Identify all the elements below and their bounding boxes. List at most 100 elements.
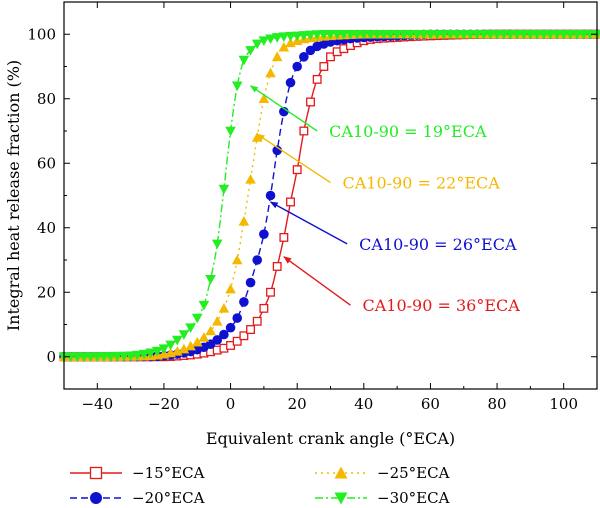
data-point-25ECA — [278, 41, 290, 52]
data-point-20ECA — [219, 329, 229, 340]
x-tick-label: 0 — [226, 395, 236, 413]
data-point-20ECA — [252, 255, 263, 265]
data-point-20ECA — [292, 61, 302, 72]
data-point-30ECA — [478, 29, 490, 40]
data-point-30ECA — [411, 29, 423, 40]
data-point-30ECA — [85, 352, 96, 362]
data-point-30ECA — [438, 29, 450, 40]
data-point-30ECA — [131, 350, 143, 361]
data-point-25ECA — [245, 174, 256, 184]
data-point-25ECA — [198, 332, 210, 342]
data-point-30ECA — [125, 351, 136, 362]
data-point-30ECA — [465, 29, 476, 40]
data-point-15ECA — [232, 336, 242, 346]
legend-label: −25°ECA — [377, 464, 450, 482]
x-tick-label: 40 — [354, 395, 373, 413]
data-point-15ECA — [299, 126, 309, 136]
data-point-30ECA — [305, 30, 316, 41]
data-point-15ECA — [292, 165, 302, 175]
data-point-30ECA — [325, 29, 336, 40]
y-tick-label: 20 — [37, 283, 56, 301]
data-point-20ECA — [299, 52, 309, 62]
data-point-30ECA — [498, 29, 510, 40]
x-tick-label: −20 — [148, 395, 180, 413]
legend-marker — [90, 492, 102, 504]
y-axis-title: Integral heat release fraction (%) — [4, 60, 23, 331]
legend-item-30ECA: −30°ECA — [315, 489, 450, 507]
data-point-30ECA — [485, 29, 496, 40]
data-point-20ECA — [259, 229, 269, 239]
data-point-30ECA — [385, 29, 396, 40]
data-point-30ECA — [231, 81, 243, 92]
data-point-30ECA — [491, 29, 503, 40]
data-point-30ECA — [285, 31, 296, 42]
data-point-30ECA — [118, 351, 130, 362]
data-point-15ECA — [246, 325, 255, 334]
data-point-30ECA — [251, 39, 263, 50]
data-point-20ECA — [232, 313, 243, 323]
data-point-30ECA — [505, 29, 516, 40]
data-point-20ECA — [285, 77, 296, 88]
data-point-25ECA — [218, 303, 230, 313]
legend-item-25ECA: −25°ECA — [315, 464, 450, 482]
data-point-30ECA — [418, 29, 430, 40]
data-point-30ECA — [445, 29, 456, 40]
data-point-30ECA — [112, 351, 123, 362]
x-tick-label: −40 — [81, 395, 113, 413]
data-point-30ECA — [318, 30, 330, 40]
legend-label: −30°ECA — [377, 489, 450, 507]
legend-marker — [334, 492, 348, 505]
data-point-30ECA — [358, 29, 370, 40]
legend-item-20ECA: −20°ECA — [70, 489, 205, 507]
legend-marker — [334, 466, 348, 479]
data-point-30ECA — [225, 126, 236, 137]
data-point-30ECA — [431, 29, 443, 40]
data-point-30ECA — [451, 29, 463, 40]
data-point-30ECA — [278, 32, 290, 42]
annotation-label: CA10-90 = 36°ECA — [362, 296, 520, 315]
data-point-15ECA — [252, 316, 262, 326]
data-point-30ECA — [138, 349, 150, 360]
data-point-30ECA — [331, 29, 343, 40]
data-point-30ECA — [371, 29, 383, 40]
data-point-20ECA — [265, 190, 276, 201]
data-point-25ECA — [178, 343, 190, 354]
data-point-15ECA — [239, 331, 249, 341]
data-point-20ECA — [212, 335, 223, 345]
data-point-30ECA — [92, 352, 103, 362]
data-point-30ECA — [551, 29, 563, 40]
legend-label: −20°ECA — [132, 489, 205, 507]
y-tick-label: 80 — [37, 90, 56, 108]
data-point-30ECA — [258, 36, 270, 46]
data-point-25ECA — [205, 325, 216, 336]
annotation-arrow — [269, 201, 348, 245]
data-point-30ECA — [191, 313, 203, 324]
annotation-arrow — [256, 133, 331, 184]
data-point-30ECA — [525, 29, 536, 40]
x-axis-title: Equivalent crank angle (°ECA) — [206, 429, 455, 448]
data-point-30ECA — [351, 29, 363, 40]
data-point-30ECA — [338, 29, 350, 40]
data-point-15ECA — [306, 97, 315, 107]
data-point-30ECA — [98, 352, 110, 362]
y-tick-label: 40 — [37, 219, 56, 237]
x-tick-label: 20 — [288, 395, 307, 413]
y-tick-label: 60 — [37, 154, 56, 172]
data-point-30ECA — [72, 352, 83, 362]
data-point-25ECA — [258, 93, 270, 104]
annotation-label: CA10-90 = 19°ECA — [329, 122, 487, 141]
data-point-25ECA — [231, 254, 243, 265]
data-point-30ECA — [198, 300, 210, 311]
data-point-30ECA — [545, 29, 556, 40]
data-point-25ECA — [225, 283, 236, 294]
data-point-30ECA — [78, 352, 90, 362]
annotation-label: CA10-90 = 26°ECA — [359, 235, 517, 254]
data-point-30ECA — [405, 29, 416, 40]
data-point-30ECA — [151, 346, 163, 357]
data-point-15ECA — [279, 232, 289, 242]
data-point-15ECA — [266, 287, 275, 297]
plot-area — [58, 28, 600, 363]
data-point-30ECA — [585, 29, 596, 40]
data-point-30ECA — [65, 352, 76, 363]
